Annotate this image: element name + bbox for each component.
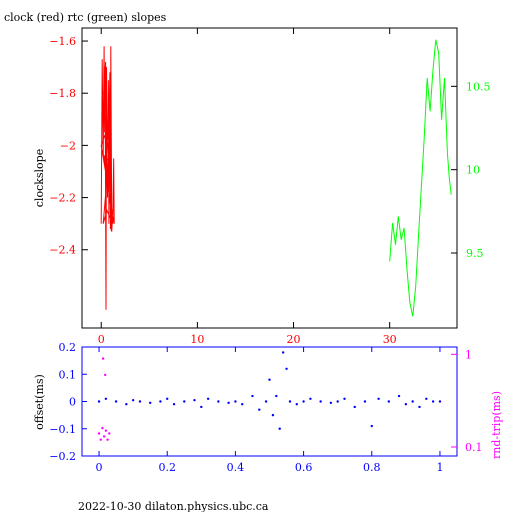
data-point-offset [125,403,128,406]
data-point-offset [377,397,380,400]
data-point-roundtrip [99,438,102,441]
data-point-offset [251,394,254,398]
data-point-offset [370,424,373,428]
data-point-offset [268,378,271,381]
data-point-roundtrip [103,373,107,377]
x-tick-label: 0.2 [158,461,176,474]
data-point-offset [138,400,142,403]
y2-tick-label: 10.5 [466,80,491,93]
y-tick-label: 0.1 [59,368,77,381]
y-tick-label: 0.2 [59,341,77,354]
data-point-offset [241,403,244,406]
data-point-roundtrip [106,438,109,441]
x-tick-label: 0.8 [363,461,381,474]
data-point-roundtrip [101,357,105,360]
data-point-offset [264,400,268,403]
data-point-offset [200,405,203,409]
data-point-offset [302,400,305,403]
data-point-offset [278,427,281,430]
x-tick-label: 0.4 [227,461,245,474]
y2-tick-label: 1 [465,348,472,361]
data-point-offset [217,400,220,403]
data-point-offset [404,403,408,406]
data-point-offset [97,400,101,403]
bottom-y2-axis-label: rnd-trip(ms) [490,391,503,459]
data-point-offset [172,403,176,406]
x-tick-label: 20 [287,333,301,346]
y-tick-label: −2.4 [49,244,76,257]
data-point-offset [227,401,230,405]
y-tick-label: −0.2 [49,450,76,463]
chart-title: clock (red) rtc (green) slopes [4,11,167,24]
y-tick-label: −1.8 [49,87,76,100]
data-point-offset [159,400,162,403]
y-tick-label: −2.2 [49,192,76,205]
data-point-offset [281,351,285,354]
bottom-y-axis-label: offset(ms) [33,374,46,430]
page-footer: 2022-10-30 dilaton.physics.ubc.ca [78,500,269,512]
data-point-offset [285,367,288,370]
x-tick-label: 30 [383,333,397,346]
data-point-offset [397,394,401,398]
data-point-roundtrip [97,432,101,435]
data-point-offset [271,413,275,417]
data-point-offset [295,403,298,406]
bottom-plot-frame [81,346,458,457]
data-point-offset [387,400,391,403]
x-tick-label: 10 [190,333,204,346]
data-point-offset [411,400,414,403]
data-point-offset [275,394,278,398]
data-point-offset [336,400,339,403]
y-tick-label: 0 [69,396,76,409]
series-line-rtc [389,39,452,317]
x-tick-label: 0.6 [295,461,313,474]
data-point-offset [131,398,135,402]
data-point-offset [104,397,108,400]
x-tick-label: 0 [98,333,105,346]
x-tick-label: 0 [96,461,103,474]
y-tick-label: −1.6 [49,35,76,48]
data-point-offset [206,397,210,400]
data-point-offset [258,408,261,411]
data-point-offset [114,400,118,403]
y2-tick-label: 9.5 [466,247,484,260]
top-y-axis-label: clockslope [33,149,46,207]
data-point-offset [353,405,356,409]
data-point-offset [193,398,196,402]
y-tick-label: −0.1 [49,423,76,436]
data-point-offset [319,400,322,403]
data-point-offset [148,401,152,405]
x-tick-label: 1 [436,461,443,474]
data-point-offset [234,400,237,403]
data-point-roundtrip [104,429,108,432]
y2-tick-label: 0.1 [465,441,483,454]
data-point-offset [363,400,367,403]
top-plot-frame [81,27,458,329]
data-point-roundtrip [108,432,111,435]
data-point-offset [166,397,169,400]
data-point-roundtrip [102,435,106,438]
data-point-offset [425,397,428,400]
data-point-offset [329,401,333,405]
data-point-offset [431,400,435,403]
data-point-roundtrip [101,426,104,430]
data-point-offset [438,400,442,403]
series-line-clock [100,46,115,310]
data-point-offset [418,405,421,409]
data-point-offset [309,397,312,400]
y-tick-label: −2 [60,139,76,152]
data-point-offset [343,397,346,400]
data-point-offset [288,400,292,403]
y2-tick-label: 10 [466,164,480,177]
data-point-offset [183,400,186,403]
